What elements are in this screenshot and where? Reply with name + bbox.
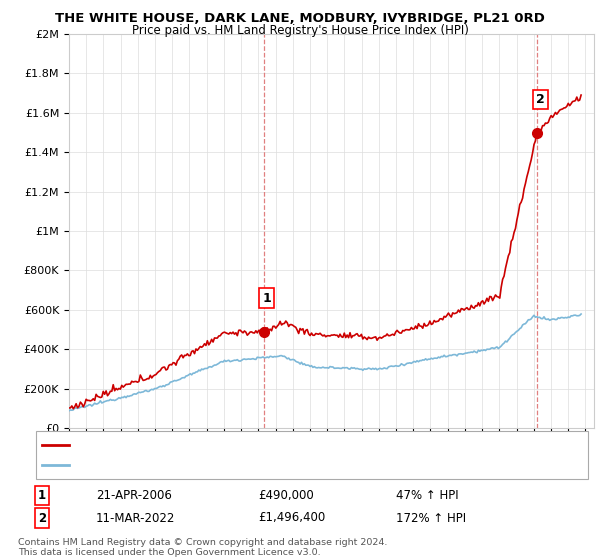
Text: 2: 2 bbox=[536, 93, 545, 106]
Text: Contains HM Land Registry data © Crown copyright and database right 2024.
This d: Contains HM Land Registry data © Crown c… bbox=[18, 538, 388, 557]
Text: 1: 1 bbox=[263, 292, 271, 305]
Text: HPI: Average price, detached house, South Hams: HPI: Average price, detached house, Sout… bbox=[75, 460, 331, 470]
Text: £1,496,400: £1,496,400 bbox=[258, 511, 325, 525]
Text: 2: 2 bbox=[38, 511, 46, 525]
Text: 172% ↑ HPI: 172% ↑ HPI bbox=[396, 511, 466, 525]
Text: 47% ↑ HPI: 47% ↑ HPI bbox=[396, 489, 458, 502]
Text: £490,000: £490,000 bbox=[258, 489, 314, 502]
Text: 21-APR-2006: 21-APR-2006 bbox=[96, 489, 172, 502]
Text: 1: 1 bbox=[38, 489, 46, 502]
Text: THE WHITE HOUSE, DARK LANE, MODBURY, IVYBRIDGE, PL21 0RD: THE WHITE HOUSE, DARK LANE, MODBURY, IVY… bbox=[55, 12, 545, 25]
Text: Price paid vs. HM Land Registry's House Price Index (HPI): Price paid vs. HM Land Registry's House … bbox=[131, 24, 469, 37]
Text: THE WHITE HOUSE, DARK LANE, MODBURY, IVYBRIDGE, PL21 0RD (detached house): THE WHITE HOUSE, DARK LANE, MODBURY, IVY… bbox=[75, 440, 512, 450]
Text: 11-MAR-2022: 11-MAR-2022 bbox=[96, 511, 175, 525]
